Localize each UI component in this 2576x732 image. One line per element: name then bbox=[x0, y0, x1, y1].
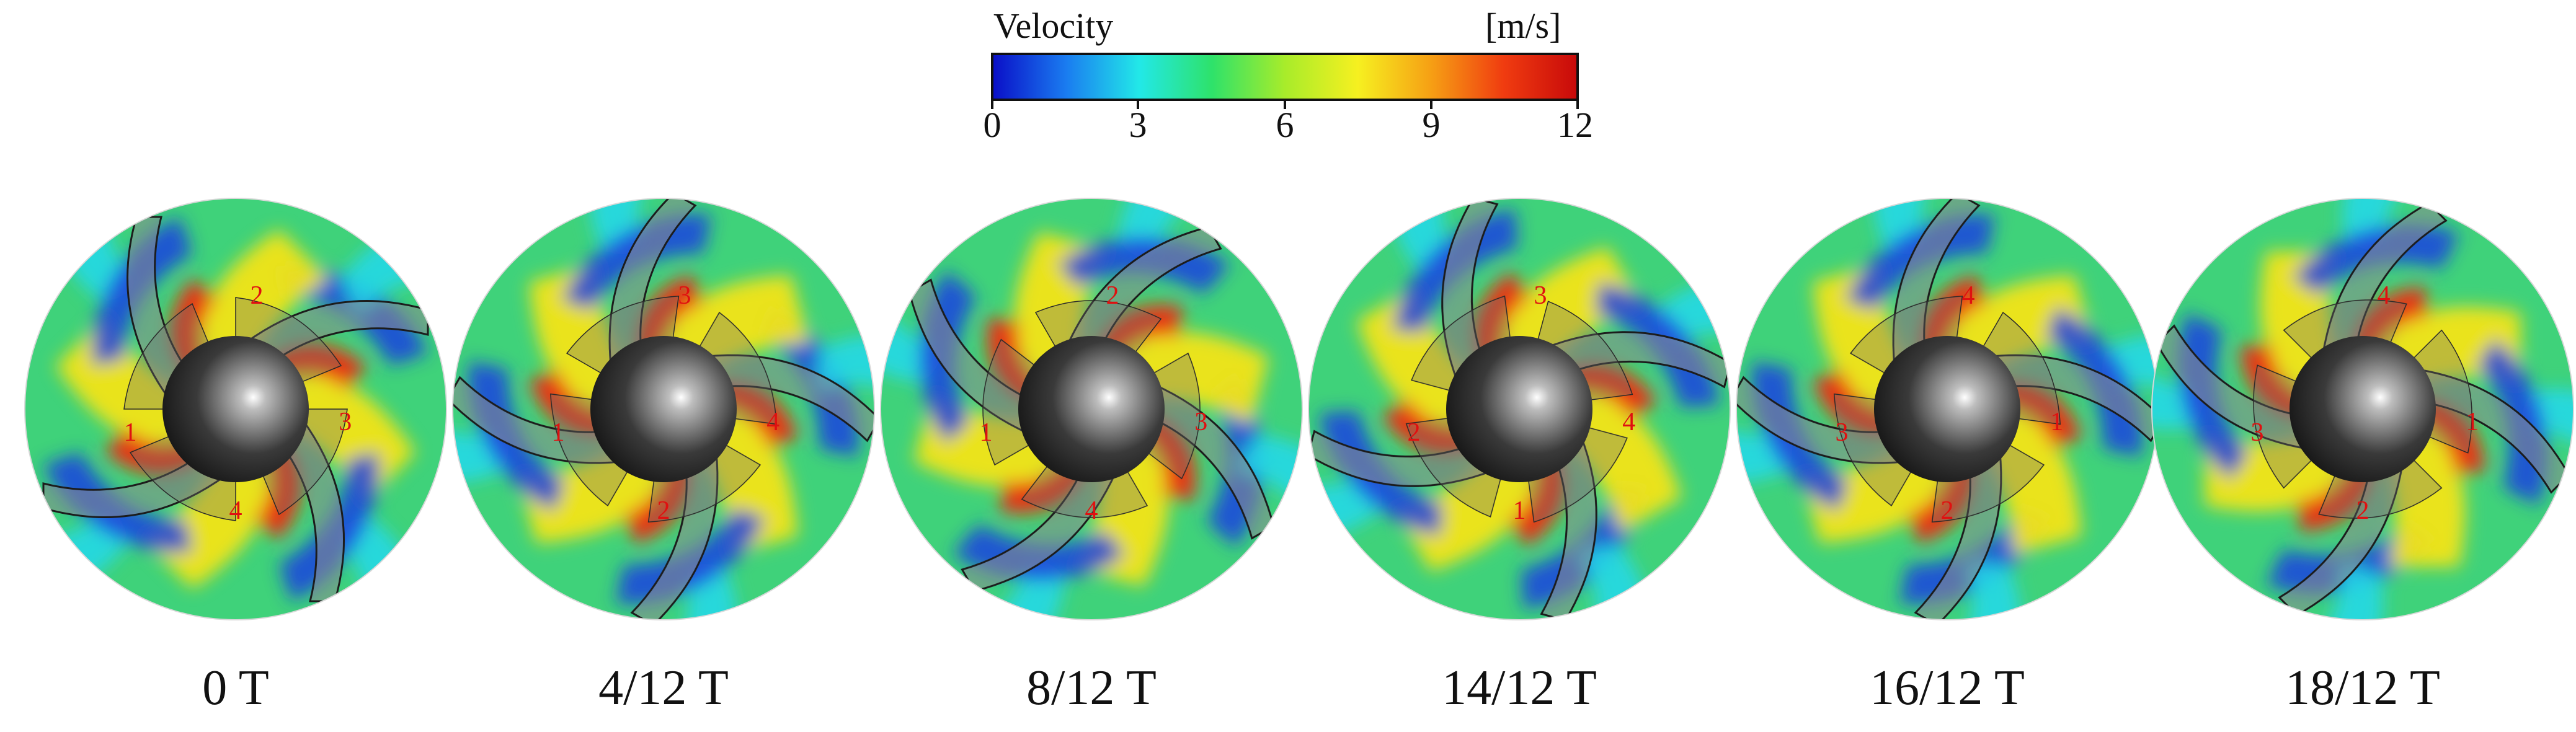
legend-tick-label: 3 bbox=[1129, 105, 1147, 145]
blade-number-label: 2 bbox=[1941, 496, 1954, 525]
blade-number-label: 3 bbox=[2251, 418, 2264, 447]
legend-tick-label: 9 bbox=[1422, 105, 1441, 145]
blade-number-label: 2 bbox=[1408, 418, 1421, 447]
impeller-panel-4: 2 3 4 1 14/12 T bbox=[1302, 192, 1736, 725]
blade-number-label: 4 bbox=[229, 496, 242, 525]
legend-tick-label: 6 bbox=[1276, 105, 1294, 145]
legend-title: Velocity bbox=[993, 6, 1114, 46]
blade-number-label: 3 bbox=[678, 281, 691, 310]
hub bbox=[1018, 336, 1165, 482]
legend-tick-label: 0 bbox=[983, 105, 1002, 145]
impeller-panel-6: 3 4 1 2 18/12 T bbox=[2146, 192, 2576, 725]
hub bbox=[162, 336, 309, 482]
colorbar bbox=[991, 53, 1579, 101]
legend-tick-3 bbox=[1137, 99, 1139, 109]
blade-number-label: 3 bbox=[1194, 408, 1207, 436]
blade-number-label: 2 bbox=[2356, 496, 2369, 525]
impeller-panel-5: 3 4 1 2 16/12 T bbox=[1730, 192, 2164, 725]
legend-tick-label: 12 bbox=[1557, 105, 1593, 145]
impeller-velocity-contour: 3 4 1 2 bbox=[1736, 198, 2159, 620]
time-label: 4/12 T bbox=[598, 661, 729, 715]
impeller-velocity-contour: 1 2 3 4 bbox=[880, 198, 1303, 620]
blade-number-label: 2 bbox=[251, 281, 264, 310]
impeller-velocity-contour: 1 2 3 4 bbox=[24, 198, 447, 620]
blade-number-label: 1 bbox=[1513, 496, 1526, 525]
hub bbox=[1446, 336, 1592, 482]
blade-number-label: 1 bbox=[552, 418, 565, 447]
blade-number-label: 4 bbox=[1085, 496, 1098, 525]
blade-number-label: 3 bbox=[1534, 281, 1547, 310]
hub bbox=[590, 336, 737, 482]
impeller-velocity-contour: 1 3 4 2 bbox=[452, 198, 875, 620]
legend-tick-12 bbox=[1576, 99, 1579, 109]
impeller-panel-2: 1 3 4 2 4/12 T bbox=[446, 192, 881, 725]
time-label: 14/12 T bbox=[1442, 661, 1597, 715]
blade-number-label: 1 bbox=[124, 418, 137, 447]
blade-number-label: 4 bbox=[1622, 408, 1635, 436]
blade-number-label: 2 bbox=[1106, 281, 1119, 310]
legend-tick-9 bbox=[1430, 99, 1432, 109]
blade-number-label: 4 bbox=[1962, 281, 1975, 310]
time-label: 0 T bbox=[202, 661, 269, 715]
legend-tick-6 bbox=[1284, 99, 1286, 109]
blade-number-label: 1 bbox=[2050, 408, 2063, 436]
legend-unit: [m/s] bbox=[1485, 6, 1561, 46]
time-label: 8/12 T bbox=[1026, 661, 1157, 715]
blade-number-label: 2 bbox=[657, 496, 670, 525]
impeller-velocity-contour: 3 4 1 2 bbox=[2151, 198, 2574, 620]
legend-tick-0 bbox=[991, 99, 993, 109]
blade-number-label: 4 bbox=[766, 408, 779, 436]
time-label: 16/12 T bbox=[1870, 661, 2025, 715]
time-label: 18/12 T bbox=[2285, 661, 2440, 715]
blade-number-label: 4 bbox=[2378, 281, 2391, 310]
hub bbox=[2290, 336, 2436, 482]
blade-number-label: 3 bbox=[339, 408, 352, 436]
blade-number-label: 3 bbox=[1836, 418, 1849, 447]
impeller-panel-1: 1 2 3 4 0 T bbox=[19, 192, 453, 725]
blade-number-label: 1 bbox=[2466, 408, 2479, 436]
impeller-velocity-contour: 2 3 4 1 bbox=[1308, 198, 1731, 620]
impeller-panel-3: 1 2 3 4 8/12 T bbox=[874, 192, 1308, 725]
hub bbox=[1874, 336, 2020, 482]
blade-number-label: 1 bbox=[980, 418, 993, 447]
